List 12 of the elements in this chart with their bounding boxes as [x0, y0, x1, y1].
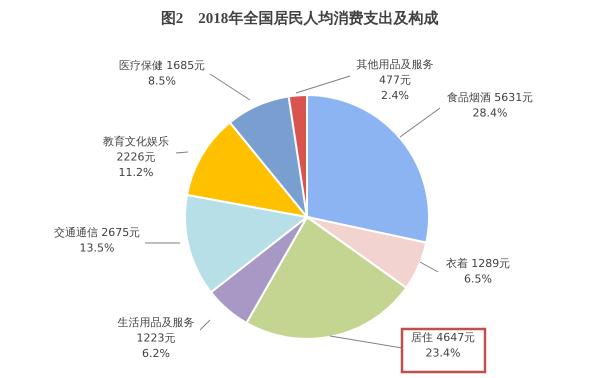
slice-label: 教育文化娱乐 [103, 135, 169, 148]
data-label: 477元 2.4% [379, 74, 411, 102]
data-label: 1223元 6.2% [136, 332, 176, 360]
data-label: 2226元 11.2% [116, 150, 156, 179]
slice-label: 医疗保健 1685元 8.5% [118, 59, 206, 88]
slice-label: 居住 4647元 23.4% [410, 331, 476, 360]
slice-label: 食品烟酒 5631元 28.4% [446, 91, 534, 120]
slice-label: 其他用品及服务 [356, 58, 434, 71]
slice-label: 交通通信 2675元 13.5% [54, 226, 140, 254]
chart-title: 图2 2018年全国居民人均消费支出及构成 [160, 9, 440, 28]
slice-label: 生活用品及服务 [118, 316, 194, 329]
slice-label: 衣着 1289元 6.5% [446, 257, 510, 286]
